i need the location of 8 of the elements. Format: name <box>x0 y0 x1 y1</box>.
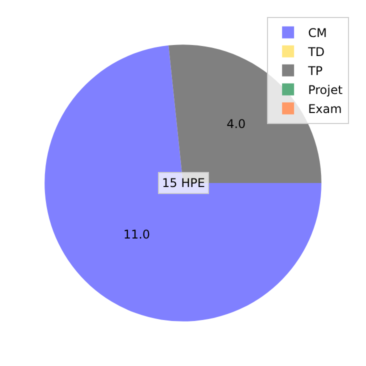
legend-label: Exam <box>308 102 342 116</box>
data-label: 4.0 <box>226 116 246 131</box>
legend-label: TD <box>307 45 325 60</box>
legend-label: TP <box>307 64 323 78</box>
text: 15 HPE <box>162 176 205 190</box>
data-label: 11.0 <box>123 227 150 242</box>
legend-label: Projet <box>308 83 343 98</box>
legend-label: CM <box>308 26 327 40</box>
